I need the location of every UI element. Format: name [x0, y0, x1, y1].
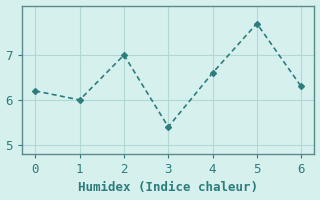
X-axis label: Humidex (Indice chaleur): Humidex (Indice chaleur)	[78, 181, 258, 194]
